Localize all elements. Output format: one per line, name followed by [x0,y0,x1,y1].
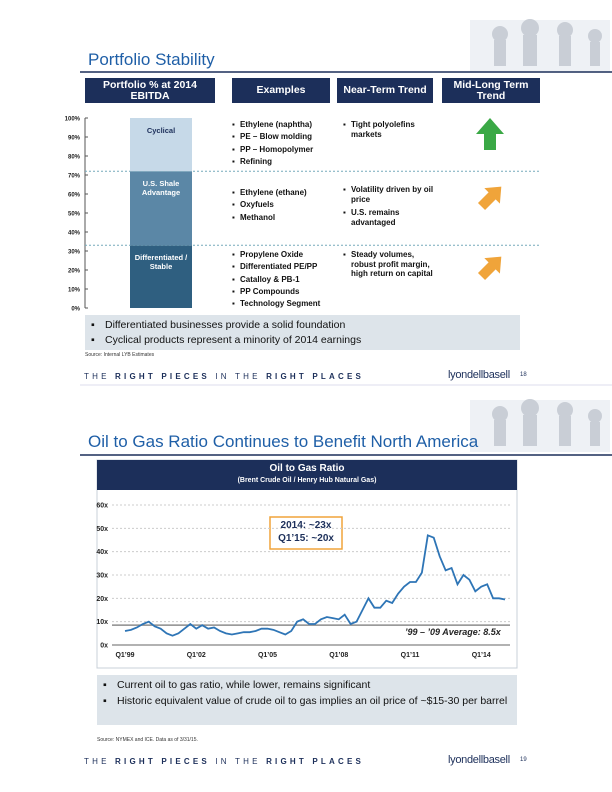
footer-word: THE [84,757,110,766]
example-item: Technology Segment [232,299,340,309]
data-line [124,534,506,637]
example-item: Oxyfuels [232,200,340,210]
footer-word: THE [84,372,110,381]
segment-label: Cyclical [146,126,176,135]
column-header: Portfolio % at 2014 EBITDA [85,78,215,103]
example-item: Ethylene (ethane) [232,188,340,198]
footer-word: RIGHT PLACES [266,372,365,381]
trend-item: U.S. remains advantaged [343,208,437,227]
source-note: Source: Internal LYB Estimates [85,352,155,358]
chart-header [97,460,517,490]
footer-word: RIGHT PLACES [266,757,365,766]
slide-title: Portfolio Stability [88,50,215,69]
page-number: 18 [520,372,527,378]
logo: lyondellbasell [448,369,510,381]
trend-item: Volatility driven by oil price [343,185,437,204]
y-tick-label: 20% [68,269,81,275]
segment-label: U.S. Shale Advantage [141,179,181,198]
y-tick-label: 30x [96,573,108,580]
y-tick-label: 0% [71,307,80,313]
x-tick-label: Q1’14 [472,652,491,659]
x-tick-label: Q1’11 [401,652,420,659]
bar-segment [130,118,192,172]
annotation: Q1’15: ~20x [278,533,334,544]
slide-title: Oil to Gas Ratio Continues to Benefit No… [88,432,479,451]
y-tick-label: 0x [100,643,108,650]
reference-label: ’99 – ’09 Average: 8.5x [405,627,501,637]
y-tick-label: 20x [96,596,108,603]
y-tick-label: 100% [65,117,81,123]
example-item: Differentiated PE/PP [232,262,340,272]
footer-word: IN THE [215,372,261,381]
x-tick-label: Q1’99 [115,652,134,659]
y-tick-label: 10x [96,619,108,626]
trend-arrow-diagonal [477,186,502,211]
column-header: Mid-Long Term Trend [442,78,540,103]
bullet: Historic equivalent value of crude oil t… [99,695,527,708]
x-tick-label: Q1’08 [329,652,348,659]
example-item: Methanol [232,213,340,223]
trend-item: Tight polyolefins markets [343,120,437,139]
footer-word: RIGHT PIECES [115,372,210,381]
y-tick-label: 50x [96,526,108,533]
footer-tagline: THE RIGHT PIECES IN THE RIGHT PLACES [84,757,364,766]
trend-arrow-diagonal [477,256,502,281]
footer-word: RIGHT PIECES [115,757,210,766]
example-item: PE – Blow molding [232,132,340,142]
footer-tagline: THE RIGHT PIECES IN THE RIGHT PLACES [84,372,364,381]
annotation: 2014: ~23x [280,520,332,531]
segment-label: Differentiated / Stable [134,253,188,272]
example-item: PP – Homopolymer [232,145,340,155]
example-item: Ethylene (naphtha) [232,120,340,130]
page-number: 19 [520,757,527,763]
trend-arrow-up [476,118,504,150]
logo: lyondellbasell [448,754,510,766]
example-item: Refining [232,157,340,167]
bar-segment [130,245,192,308]
y-tick-label: 70% [68,174,81,180]
example-item: Propylene Oxide [232,250,340,260]
y-tick-label: 30% [68,250,81,256]
example-item: Catalloy & PB-1 [232,275,340,285]
y-tick-label: 80% [68,155,81,161]
bullet: Current oil to gas ratio, while lower, r… [99,679,527,692]
chart-title: Oil to Gas Ratio [269,463,345,474]
chart-subtitle: (Brent Crude Oil / Henry Hub Natural Gas… [237,477,377,484]
column-header: Near-Term Trend [337,78,433,103]
column-header: Examples [232,78,330,103]
trend-item: Steady volumes, robust profit margin, hi… [343,250,437,279]
footer-word: IN THE [215,757,261,766]
bar-segment [130,171,192,246]
chess-image [470,399,610,452]
x-tick-label: Q1’05 [258,652,277,659]
y-tick-label: 90% [68,136,81,142]
y-tick-label: 60x [96,503,108,510]
y-tick-label: 60% [68,193,81,199]
y-tick-label: 10% [68,288,81,294]
x-tick-label: Q1’02 [187,652,206,659]
source-note: Source: NYMEX and ICE. Data as of 3/31/1… [97,737,198,743]
y-tick-label: 40% [68,231,81,237]
annotation-box [269,516,343,550]
example-item: PP Compounds [232,287,340,297]
y-tick-label: 40x [96,549,108,556]
chess-image [470,19,610,72]
bullet: Differentiated businesses provide a soli… [87,319,525,332]
bullet: Cyclical products represent a minority o… [87,334,525,347]
y-tick-label: 50% [68,212,81,218]
